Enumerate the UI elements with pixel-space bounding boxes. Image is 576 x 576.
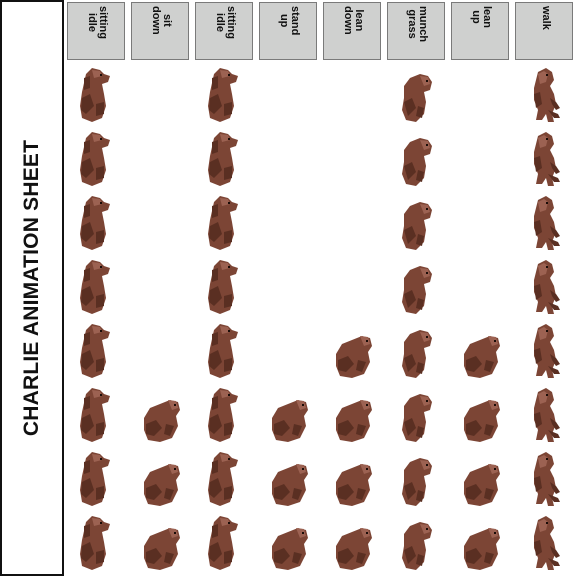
- sprite-frame: [128, 384, 192, 448]
- column-header-6: munch grass: [387, 2, 445, 60]
- sprite-frame: [384, 512, 448, 576]
- sprite-frame: [192, 384, 256, 448]
- column-header-4: stand up: [259, 2, 317, 60]
- sprite-frame: [128, 512, 192, 576]
- sprite-frame: [384, 448, 448, 512]
- sprite-frame: [384, 384, 448, 448]
- sprite-frame: [64, 64, 128, 128]
- sheet-title: CHARLIE ANIMATION SHEET: [20, 139, 43, 437]
- sprite-frame: [512, 128, 576, 192]
- column-header-label: lean up: [470, 6, 493, 29]
- sprite-frame: [192, 320, 256, 384]
- sprite-frame: [448, 384, 512, 448]
- sprite-frame: [512, 384, 576, 448]
- title-panel: CHARLIE ANIMATION SHEET: [0, 0, 64, 576]
- sprite-frame: [512, 256, 576, 320]
- sprite-frame: [448, 448, 512, 512]
- column-header-8: walk: [515, 2, 573, 60]
- sprite-frame: [320, 320, 384, 384]
- sprite-frame: [64, 448, 128, 512]
- sprite-frame: [192, 192, 256, 256]
- sprite-frame: [512, 320, 576, 384]
- sprite-frame: [192, 448, 256, 512]
- sprite-grid: [64, 64, 576, 576]
- column-header-label: munch grass: [406, 6, 429, 43]
- sprite-frame: [384, 128, 448, 192]
- column-header-2: sit down: [131, 2, 189, 60]
- sprite-frame: [512, 192, 576, 256]
- sprite-frame: [448, 512, 512, 576]
- column-header-label: lean down: [342, 6, 365, 35]
- column-header-label: sitting idle: [214, 6, 237, 39]
- sprite-frame: [384, 192, 448, 256]
- sprite-frame: [64, 320, 128, 384]
- sprite-frame: [512, 512, 576, 576]
- sprite-frame: [384, 320, 448, 384]
- sprite-frame: [448, 320, 512, 384]
- sprite-frame: [256, 448, 320, 512]
- sprite-frame: [512, 64, 576, 128]
- sprite-frame: [512, 448, 576, 512]
- sprite-frame: [320, 512, 384, 576]
- column-header-label: walk: [539, 6, 552, 30]
- sprite-frame: [128, 448, 192, 512]
- sprite-frame: [64, 256, 128, 320]
- sprite-frame: [320, 384, 384, 448]
- sprite-frame: [64, 192, 128, 256]
- column-header-label: stand up: [278, 6, 301, 36]
- sprite-frame: [64, 128, 128, 192]
- sprite-frame: [192, 512, 256, 576]
- sprite-frame: [192, 128, 256, 192]
- sprite-frame: [320, 448, 384, 512]
- column-header-3: sitting idle: [195, 2, 253, 60]
- sprite-frame: [64, 512, 128, 576]
- column-header-5: lean down: [323, 2, 381, 60]
- sprite-frame: [192, 256, 256, 320]
- column-header-1: sitting idle: [67, 2, 125, 60]
- sprite-frame: [64, 384, 128, 448]
- sprite-frame: [384, 64, 448, 128]
- column-header-label: sit down: [150, 6, 173, 35]
- sprite-frame: [192, 64, 256, 128]
- column-header-row: sitting idle sit down sitting idle stand up…: [64, 0, 576, 64]
- sprite-frame: [256, 384, 320, 448]
- sprite-frame: [384, 256, 448, 320]
- column-header-7: lean up: [451, 2, 509, 60]
- sprite-frame: [256, 512, 320, 576]
- column-header-label: sitting idle: [86, 6, 109, 39]
